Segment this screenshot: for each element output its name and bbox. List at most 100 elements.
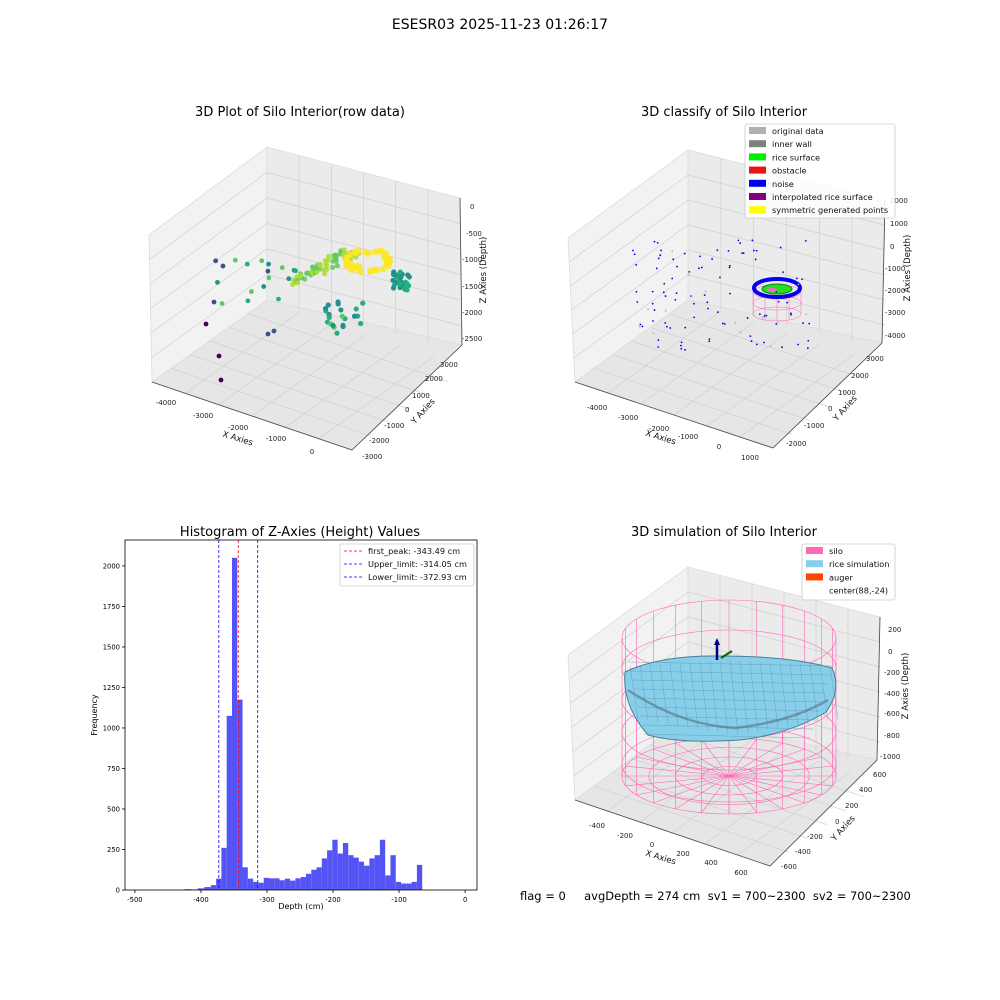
noise-point: [716, 249, 719, 252]
noise-point: [656, 242, 659, 244]
noise-point: [706, 301, 709, 304]
histogram-bar: [197, 888, 205, 890]
mesh-line: [659, 664, 669, 724]
x-tick-label: -400: [193, 896, 208, 904]
histogram-bar: [374, 855, 380, 890]
data-point: [317, 261, 323, 267]
histogram-bar: [231, 557, 238, 890]
x-tick-label: -1000: [678, 433, 698, 441]
data-point: [330, 264, 336, 271]
noise-point: [693, 316, 696, 319]
grid-line: [149, 172, 268, 260]
silo-floor-ring: [648, 747, 810, 805]
mesh-line: [749, 661, 759, 732]
y-tick-label: -400: [795, 848, 811, 856]
histogram-bar: [348, 855, 354, 890]
z-tick-label: -1500: [462, 283, 482, 291]
noise-point: [639, 323, 642, 326]
histogram-bar: [364, 865, 370, 890]
noise-point: [739, 331, 742, 334]
z-axis-line: [881, 199, 886, 344]
legend-label: rice simulation: [829, 559, 889, 569]
rice-surface-cluster: [752, 277, 802, 299]
chart-title: 3D simulation of Silo Interior: [631, 525, 818, 540]
noise-point: [790, 312, 792, 315]
data-point: [232, 257, 238, 263]
legend-label: rice surface: [772, 152, 820, 162]
y-tick-label: 3000: [440, 361, 458, 369]
x-tick-label: 600: [734, 869, 747, 877]
histogram-bar: [416, 864, 423, 890]
noise-point: [664, 295, 667, 297]
data-point: [353, 306, 359, 312]
noise-point: [739, 242, 742, 244]
grid-line: [150, 223, 268, 309]
data-point: [302, 276, 308, 282]
y-tick-label: 1500: [103, 643, 120, 651]
mesh-line: [729, 659, 739, 736]
z-tick-label: 0: [890, 243, 894, 251]
noise-point: [775, 290, 778, 293]
histogram-bar: [342, 843, 349, 890]
noise-point: [690, 295, 693, 298]
noise-point: [636, 301, 639, 303]
noise-point: [655, 267, 658, 270]
x-tick-label: 0: [463, 896, 467, 904]
x-tick-label: -3000: [618, 414, 638, 422]
y-axis-label: Frequency: [90, 694, 99, 736]
noise-point: [761, 316, 764, 319]
noise-point: [749, 335, 752, 338]
noise-point: [647, 308, 650, 311]
grid-line: [151, 274, 268, 358]
histogram-bar: [311, 869, 317, 890]
mesh-line: [643, 733, 811, 739]
histogram-bar: [221, 847, 227, 890]
mesh-line: [649, 664, 659, 723]
z-tick-label: -1000: [885, 265, 905, 273]
data-point: [343, 254, 350, 261]
noise-point: [769, 345, 772, 348]
data-points: [203, 247, 412, 383]
data-point: [314, 269, 320, 275]
x-axis-label: Depth (cm): [278, 902, 323, 910]
data-point: [286, 276, 292, 282]
legend: silo rice simulation auger center(88,-24): [801, 543, 896, 601]
noise-point: [674, 298, 677, 301]
noise-point: [659, 254, 661, 257]
noise-point: [723, 323, 726, 325]
z-tick-label: -2000: [885, 287, 905, 295]
legend-label: noise: [772, 179, 794, 189]
noise-point: [666, 325, 668, 328]
histogram-bar: [279, 880, 285, 890]
noise-point: [669, 327, 672, 329]
noise-point: [641, 325, 644, 328]
z-tick-label: -1000: [462, 256, 482, 264]
x-tick-label: 200: [676, 850, 689, 858]
x-tick-label: -200: [617, 832, 633, 840]
legend-swatch: [749, 193, 766, 200]
legend-label: Upper_limit: -314.05 cm: [368, 559, 467, 569]
noise-point: [700, 266, 703, 269]
mesh-line: [627, 661, 835, 667]
x-axis-label: X Axies: [221, 430, 254, 449]
noise-point: [708, 338, 711, 341]
histogram-bar: [353, 857, 359, 890]
noise-point: [802, 322, 804, 325]
z-axis-label: Z Axies (Depth): [903, 235, 913, 302]
noise-point: [776, 321, 779, 324]
histogram-bar: [226, 715, 232, 890]
data-point: [290, 277, 297, 283]
noise-point: [752, 249, 755, 252]
data-point: [390, 285, 397, 291]
z-tick-label: -2000: [462, 309, 482, 317]
y-tick-label: 600: [873, 771, 886, 779]
noise-point: [651, 290, 654, 293]
noise-point: [684, 326, 687, 329]
noise-point: [797, 283, 800, 286]
histogram-bar: [242, 867, 248, 890]
noise-point: [786, 301, 789, 304]
noise-point: [657, 257, 660, 260]
simulation-3d-plot: 3D simulation of Silo Interior -400 -200…: [567, 525, 911, 877]
data-point: [294, 280, 301, 286]
noise-point: [765, 314, 768, 317]
